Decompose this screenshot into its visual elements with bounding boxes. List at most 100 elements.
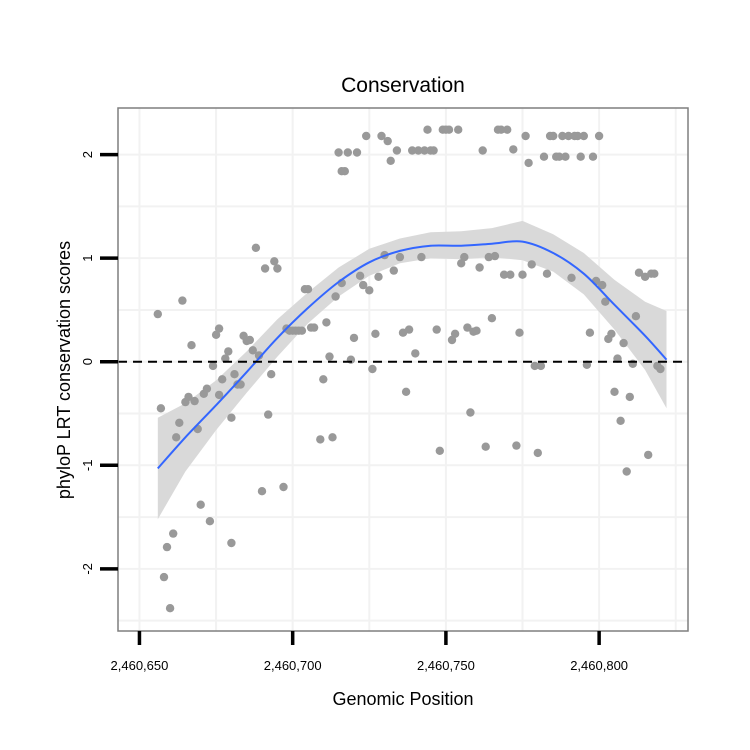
data-point	[432, 325, 441, 334]
data-point	[184, 392, 193, 402]
data-point	[260, 264, 270, 273]
data-point	[610, 387, 619, 396]
data-point	[169, 529, 178, 538]
data-point	[190, 396, 199, 406]
data-point	[506, 270, 515, 279]
data-point	[196, 500, 205, 509]
data-point	[377, 131, 386, 141]
data-point	[509, 145, 518, 154]
data-point	[598, 280, 607, 290]
data-point	[368, 364, 377, 374]
data-point	[218, 375, 227, 384]
data-point	[536, 361, 546, 371]
data-point	[175, 418, 184, 427]
data-point	[319, 375, 328, 384]
data-point	[601, 297, 610, 306]
data-point	[303, 285, 313, 294]
data-point	[153, 309, 162, 319]
data-point	[616, 416, 625, 425]
data-point	[165, 604, 175, 613]
data-point	[187, 341, 196, 350]
x-tick-label: 2,460,650	[111, 658, 169, 673]
data-point	[328, 433, 337, 442]
data-point	[408, 146, 417, 155]
data-point	[273, 264, 282, 273]
data-point	[481, 442, 490, 451]
data-point	[460, 252, 469, 262]
data-point	[365, 286, 374, 295]
data-point	[395, 252, 405, 262]
data-point	[487, 314, 497, 323]
data-point	[230, 370, 239, 379]
data-point	[521, 131, 530, 141]
data-point	[499, 270, 509, 279]
data-point	[420, 146, 429, 155]
data-point	[527, 260, 536, 269]
data-point	[466, 408, 475, 417]
data-point	[542, 269, 552, 278]
y-tick-label: 2	[80, 151, 95, 158]
data-point	[224, 347, 233, 356]
data-point	[414, 146, 423, 155]
confidence-ribbon	[157, 220, 667, 520]
data-point	[316, 435, 325, 444]
data-point	[178, 296, 187, 305]
data-point	[309, 323, 319, 332]
data-point	[334, 148, 343, 157]
data-point	[576, 152, 585, 161]
data-point	[267, 370, 276, 379]
data-point	[340, 167, 349, 176]
data-point	[518, 270, 527, 279]
data-point	[264, 410, 273, 419]
data-point	[359, 280, 368, 290]
data-point	[343, 148, 352, 157]
data-point	[539, 152, 549, 161]
data-point	[613, 354, 622, 363]
scatter-points	[153, 125, 665, 613]
data-point	[221, 354, 230, 363]
data-point	[512, 441, 521, 450]
data-point	[386, 156, 395, 165]
data-point	[423, 125, 432, 134]
data-point	[254, 351, 264, 360]
data-point	[404, 325, 414, 334]
data-point	[214, 324, 224, 333]
data-point	[383, 136, 392, 146]
x-tick-label: 2,460,700	[264, 658, 322, 673]
y-axis-title: phyloP LRT conservation scores	[54, 241, 74, 499]
data-point	[567, 273, 576, 282]
data-point	[417, 252, 426, 262]
data-point	[362, 131, 371, 141]
data-point	[227, 538, 236, 548]
x-axis: 2,460,650 2,460,700 2,460,750 2,460,800	[111, 631, 628, 673]
data-point	[496, 125, 506, 134]
data-point	[625, 392, 634, 402]
data-point	[322, 318, 331, 327]
data-point	[214, 390, 224, 400]
data-point	[401, 387, 411, 396]
grid-lines	[118, 108, 688, 631]
data-point	[650, 269, 659, 278]
data-point	[159, 572, 169, 582]
data-point	[202, 384, 212, 393]
data-point	[631, 312, 641, 321]
data-point	[248, 346, 257, 355]
data-point	[392, 146, 402, 155]
data-point	[515, 328, 524, 337]
data-point	[619, 338, 628, 348]
data-point	[447, 335, 457, 345]
data-point	[564, 131, 573, 141]
data-point	[297, 326, 307, 335]
data-point	[331, 292, 340, 301]
y-axis: -2 -1 0 1 2	[80, 151, 118, 575]
data-point	[622, 467, 631, 476]
data-point	[411, 349, 420, 358]
data-point	[389, 266, 398, 275]
data-point	[251, 243, 261, 252]
y-tick-label: 0	[80, 358, 95, 365]
data-point	[444, 125, 454, 134]
data-point	[475, 263, 484, 272]
y-tick-label: -2	[80, 563, 95, 575]
data-point	[270, 257, 279, 266]
